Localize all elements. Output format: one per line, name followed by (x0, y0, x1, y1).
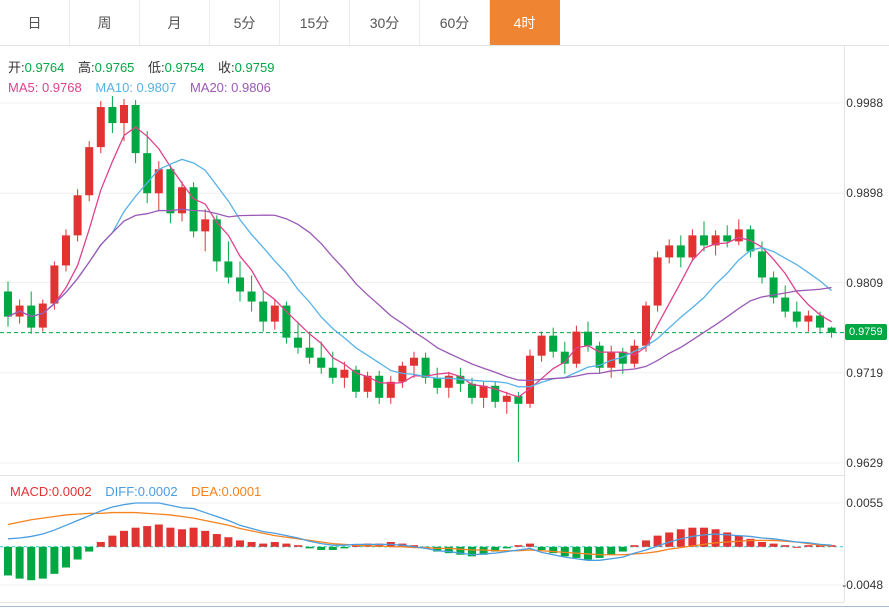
high-value: 0.9765 (94, 60, 135, 75)
open-value: 0.9764 (24, 60, 65, 75)
dea-value: 0.0001 (221, 484, 262, 499)
diff-label: DIFF: (105, 484, 138, 499)
tab-day[interactable]: 日 (0, 0, 70, 45)
current-price-tag: 0.9759 (845, 324, 887, 340)
close-value: 0.9759 (234, 60, 275, 75)
ma20-label: MA20: (189, 80, 232, 95)
tab-4hour[interactable]: 4时 (490, 0, 560, 45)
close-label: 收: (218, 60, 235, 75)
ma10-value: 0.9807 (136, 80, 177, 95)
price-axis (844, 45, 889, 602)
macd-value: 0.0002 (51, 484, 92, 499)
tab-15min[interactable]: 15分 (280, 0, 350, 45)
y-axis-label: 0.9988 (846, 96, 883, 110)
low-value: 0.9754 (164, 60, 205, 75)
tab-30min[interactable]: 30分 (350, 0, 420, 45)
price-chart-canvas[interactable] (0, 45, 844, 475)
y-axis-label: 0.9719 (846, 366, 883, 380)
ma5-label: MA5: (8, 80, 42, 95)
timeframe-toolbar: 日 周 月 5分 15分 30分 60分 4时 (0, 0, 889, 46)
ma10-label: MA10: (95, 80, 137, 95)
tab-5min[interactable]: 5分 (210, 0, 280, 45)
high-label: 高: (78, 60, 95, 75)
macd-canvas[interactable] (0, 476, 844, 601)
bottom-border (0, 606, 889, 607)
price-chart-panel[interactable] (0, 45, 844, 475)
macd-axis-label: -0.0048 (842, 578, 883, 592)
open-label: 开: (8, 60, 25, 75)
low-label: 低: (148, 60, 165, 75)
ohlc-readout: 开:0.9764 高:0.9765 低:0.9754 收:0.9759 (8, 60, 284, 76)
y-axis-label: 0.9898 (846, 186, 883, 200)
y-axis-label: 0.9809 (846, 276, 883, 290)
ma20-value: 0.9806 (231, 80, 271, 95)
dea-label: DEA: (191, 484, 222, 499)
tab-week[interactable]: 周 (70, 0, 140, 45)
tab-month[interactable]: 月 (140, 0, 210, 45)
macd-panel[interactable] (0, 475, 844, 603)
macd-label: MACD: (10, 484, 52, 499)
ma-readout: MA5: 0.9768 MA10: 0.9807 MA20: 0.9806 (8, 80, 281, 96)
macd-readout: MACD:0.0002 DIFF:0.0002 DEA:0.0001 (10, 484, 271, 500)
ma5-value: 0.9768 (41, 80, 82, 95)
diff-value: 0.0002 (137, 484, 178, 499)
tab-60min[interactable]: 60分 (420, 0, 490, 45)
y-axis-label: 0.9629 (846, 456, 883, 470)
macd-axis-label: 0.0055 (846, 496, 883, 510)
